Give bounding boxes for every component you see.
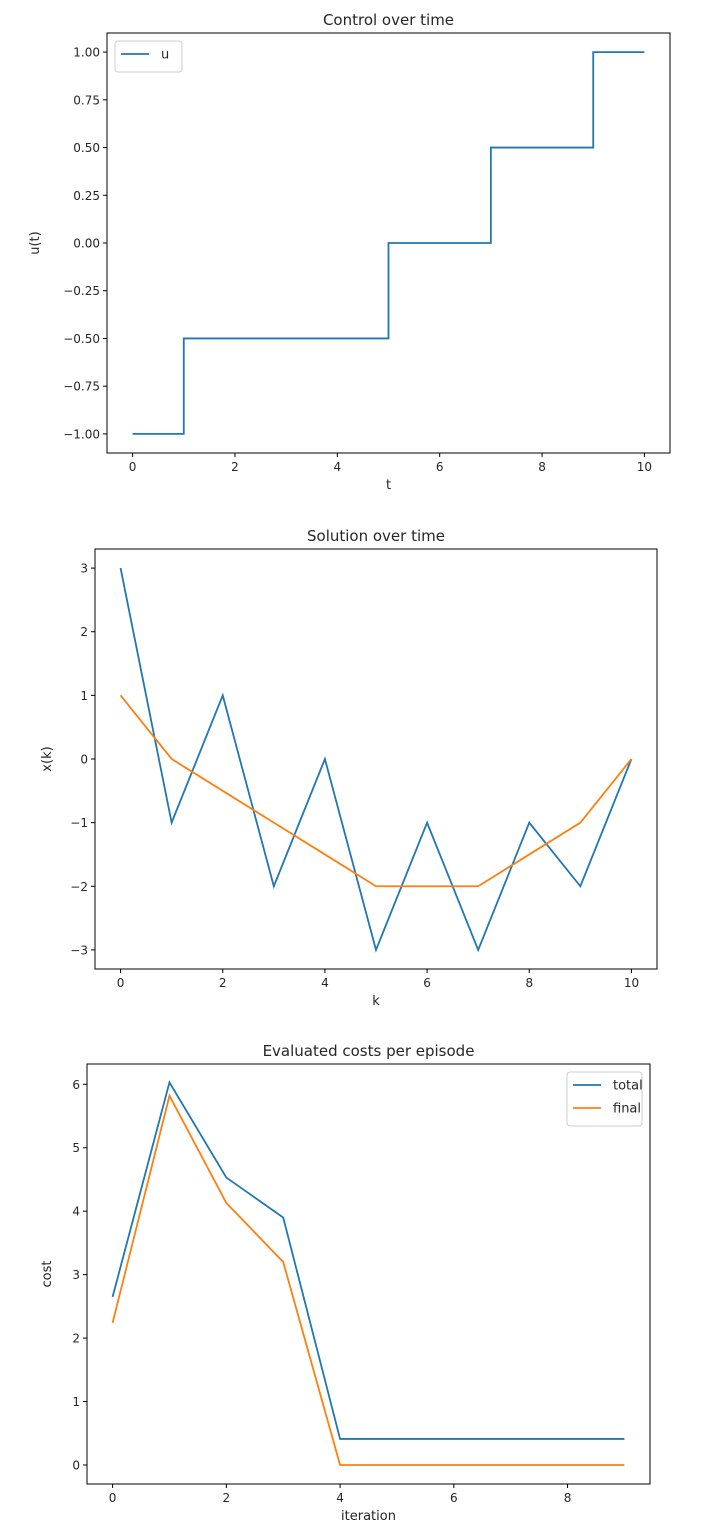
y-tick-label: 0 bbox=[80, 753, 88, 767]
chart-1: Control over time 0 2 4 6 8 10 −1.00 −0.75 −0.50 −… bbox=[28, 11, 671, 493]
x-tick-label: 10 bbox=[637, 460, 652, 474]
x-tick-label: 0 bbox=[117, 976, 125, 990]
legend-label-final: final bbox=[613, 1102, 641, 1117]
y-tick-label: 0.50 bbox=[73, 141, 100, 155]
y-tick-label: 1 bbox=[72, 1395, 80, 1409]
x-tick-label: 0 bbox=[129, 460, 137, 474]
series-line-series-1 bbox=[119, 567, 633, 953]
x-tick-label: 6 bbox=[423, 976, 431, 990]
y-tick-label: 0 bbox=[72, 1458, 80, 1472]
y-tick-label: 1.00 bbox=[73, 46, 100, 60]
series-line-series-2 bbox=[119, 694, 633, 888]
x-tick-label: 0 bbox=[109, 1491, 117, 1505]
x-axis-label: iteration bbox=[341, 1509, 396, 1524]
legend: u bbox=[114, 40, 183, 73]
legend-label-total: total bbox=[613, 1079, 643, 1094]
chart-2: Solution over time 0 2 4 6 8 10 −3 −2 −1 0 1 2 3 k x(k) bbox=[40, 527, 658, 1009]
x-axis-label: k bbox=[372, 994, 380, 1009]
series-line-total bbox=[111, 1080, 625, 1440]
series-line-final bbox=[111, 1093, 625, 1466]
series-line-u bbox=[132, 51, 645, 435]
y-axis-label: x(k) bbox=[40, 746, 55, 771]
legend-label-u: u bbox=[161, 48, 169, 63]
x-tick-label: 4 bbox=[333, 460, 341, 474]
x-tick-label: 2 bbox=[219, 976, 227, 990]
y-tick-label: 3 bbox=[80, 562, 88, 576]
chart-title: Solution over time bbox=[307, 527, 445, 545]
y-tick-label: 0.75 bbox=[73, 93, 100, 107]
y-tick-label: 3 bbox=[72, 1268, 80, 1282]
y-tick-label: −1.00 bbox=[63, 427, 100, 441]
y-tick-label: 0.00 bbox=[73, 237, 100, 251]
chart-title: Evaluated costs per episode bbox=[263, 1042, 475, 1060]
legend: total final bbox=[566, 1071, 643, 1127]
x-tick-label: 4 bbox=[321, 976, 329, 990]
axes-frame bbox=[94, 548, 658, 970]
chart-3: Evaluated costs per episode 0 2 4 6 8 0 1 2 3 4 5 6 i… bbox=[40, 1042, 651, 1524]
y-tick-label: 5 bbox=[72, 1141, 80, 1155]
x-tick-label: 2 bbox=[223, 1491, 231, 1505]
x-tick-label: 2 bbox=[231, 460, 239, 474]
x-axis-label: t bbox=[386, 478, 391, 493]
chart-title: Control over time bbox=[323, 11, 454, 29]
x-tick-label: 4 bbox=[336, 1491, 344, 1505]
y-tick-label: 2 bbox=[80, 625, 88, 639]
legend-box bbox=[114, 40, 183, 73]
y-tick-label: 6 bbox=[72, 1078, 80, 1092]
axes-frame bbox=[86, 1063, 651, 1485]
y-tick-label: 0.25 bbox=[73, 189, 100, 203]
x-tick-label: 10 bbox=[624, 976, 639, 990]
y-tick-label: 1 bbox=[80, 689, 88, 703]
y-tick-label: −1 bbox=[70, 816, 88, 830]
y-tick-label: −0.75 bbox=[63, 380, 100, 394]
x-tick-label: 8 bbox=[564, 1491, 572, 1505]
y-tick-label: −3 bbox=[70, 943, 88, 957]
y-tick-label: −0.25 bbox=[63, 284, 100, 298]
y-axis-label: cost bbox=[40, 1261, 55, 1288]
y-tick-label: −2 bbox=[70, 880, 88, 894]
x-tick-label: 8 bbox=[525, 976, 533, 990]
y-axis-label: u(t) bbox=[28, 231, 43, 254]
y-tick-label: −0.50 bbox=[63, 332, 100, 346]
y-tick-label: 2 bbox=[72, 1332, 80, 1346]
y-tick-label: 4 bbox=[72, 1205, 80, 1219]
x-tick-label: 8 bbox=[538, 460, 546, 474]
x-tick-label: 6 bbox=[436, 460, 444, 474]
x-tick-label: 6 bbox=[450, 1491, 458, 1505]
